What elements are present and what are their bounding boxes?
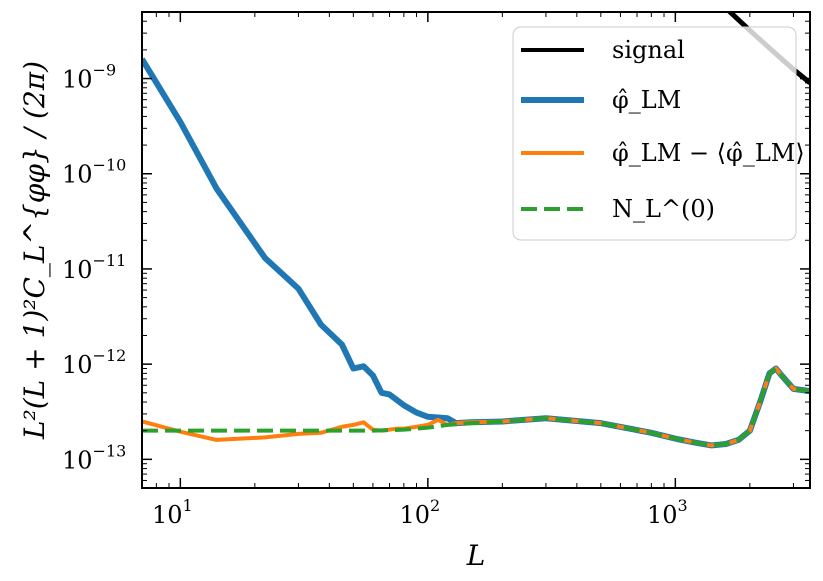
x-tick-exponent: 2 bbox=[430, 496, 440, 515]
y-tick-label: 10−13 bbox=[62, 441, 126, 474]
x-tick-label: 101 bbox=[152, 496, 193, 529]
x-tick-base: 10 bbox=[647, 501, 678, 529]
legend-label-signal: signal bbox=[612, 36, 685, 64]
legend: signal φ̂_LM φ̂_LM − ⟨φ̂_LM⟩ N_L^(0) bbox=[521, 36, 805, 223]
legend-label-n0_bias: N_L^(0) bbox=[612, 195, 715, 223]
x-tick-label: 102 bbox=[399, 496, 440, 529]
y-tick-label: 10−12 bbox=[62, 346, 126, 379]
x-tick-base: 10 bbox=[152, 501, 183, 529]
y-tick-label: 10−10 bbox=[62, 156, 126, 189]
x-tick-label: 103 bbox=[647, 496, 688, 529]
y-tick-base: 10 bbox=[62, 351, 93, 379]
x-tick-base: 10 bbox=[399, 501, 430, 529]
y-tick-base: 10 bbox=[62, 66, 93, 94]
x-tick-exponent: 3 bbox=[678, 496, 688, 515]
y-tick-exponent: −9 bbox=[93, 61, 117, 80]
y-tick-label: 10−9 bbox=[62, 61, 116, 94]
series-line-phi_hat_minus_mean bbox=[142, 366, 810, 448]
legend-label-phi_hat: φ̂_LM bbox=[612, 86, 681, 114]
y-tick-exponent: −11 bbox=[93, 251, 127, 270]
legend-box bbox=[512, 26, 797, 241]
y-tick-base: 10 bbox=[62, 446, 93, 474]
y-tick-exponent: −12 bbox=[93, 346, 127, 365]
y-tick-exponent: −10 bbox=[93, 156, 127, 175]
plot-frame bbox=[141, 11, 811, 489]
x-axis-label: L bbox=[466, 539, 486, 572]
y-tick-base: 10 bbox=[62, 161, 93, 189]
y-tick-exponent: −13 bbox=[93, 441, 127, 460]
legend-label-phi_hat_minus_mean: φ̂_LM − ⟨φ̂_LM⟩ bbox=[612, 139, 805, 167]
y-axis-label: L²(L + 1)²C_L^{φφ} / (2π) bbox=[18, 61, 51, 440]
series-line-n0_bias bbox=[142, 366, 810, 448]
y-tick-base: 10 bbox=[62, 256, 93, 284]
y-tick-label: 10−11 bbox=[62, 251, 126, 284]
x-tick-exponent: 1 bbox=[183, 496, 193, 515]
